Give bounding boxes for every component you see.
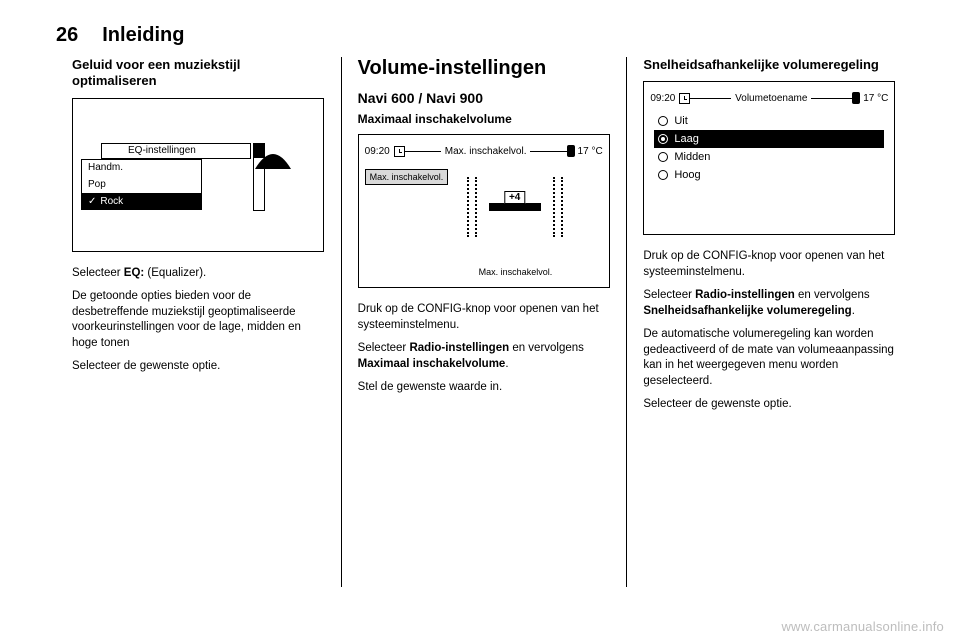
maxvol-figure: 09:20 Max. inschakelvol. 17 °C Max. insc… xyxy=(358,134,610,288)
eq-title-bar: EQ-instellingen xyxy=(101,143,251,159)
voltoename-figure: 09:20 Volumetoename 17 °C Uit Laag Midde… xyxy=(643,81,895,235)
maxvol-caption: Max. inschakelvol. xyxy=(479,267,553,277)
col3-p2: Selecteer Radio-instellingen en vervolge… xyxy=(643,288,896,319)
radio-icon xyxy=(658,170,668,180)
fig-title: Max. inschakelvol. xyxy=(445,146,527,157)
eq-item-label: Handm. xyxy=(88,162,123,173)
eq-curve-icon xyxy=(255,145,313,173)
list-item-selected: Laag xyxy=(654,130,884,148)
list-item-label: Uit xyxy=(674,115,687,127)
list-item-label: Midden xyxy=(674,151,710,163)
col1-subhead: Geluid voor een muziekstijl optimalisere… xyxy=(72,57,325,90)
col1-p2: De getoonde opties bieden voor de desbet… xyxy=(72,289,325,351)
column-2: Volume-instellingen Navi 600 / Navi 900 … xyxy=(341,57,627,587)
voltoename-list: Uit Laag Midden Hoog xyxy=(654,112,884,184)
page-header: 26 Inleiding xyxy=(56,24,912,47)
radio-icon xyxy=(658,134,668,144)
chapter-title: Inleiding xyxy=(102,24,184,47)
fig-title: Volumetoename xyxy=(735,93,807,104)
col1-p1: Selecteer EQ: (Equalizer). xyxy=(72,266,325,282)
col2-h3: Navi 600 / Navi 900 xyxy=(358,90,611,106)
fig-temp: 17 °C xyxy=(863,93,888,104)
eq-item: Pop xyxy=(81,176,202,193)
thermometer-icon xyxy=(852,92,860,104)
clock-icon xyxy=(394,146,405,157)
col3-p1: Druk op de CONFIG-knop voor openen van h… xyxy=(643,249,896,280)
col2-h4: Maximaal inschakelvolume xyxy=(358,112,611,126)
eq-figure: EQ-instellingen Handm. Pop ✓ Rock xyxy=(72,98,324,252)
column-3: Snelheidsafhankelijke volumeregeling 09:… xyxy=(626,57,912,587)
col2-p1: Druk op de CONFIG-knop voor openen van h… xyxy=(358,302,611,333)
fig-time: 09:20 xyxy=(365,146,390,157)
list-item: Midden xyxy=(654,148,884,166)
manual-page: 26 Inleiding Geluid voor een muziekstijl… xyxy=(0,0,960,642)
col3-p4: Selecteer de gewenste optie. xyxy=(643,397,896,413)
eq-item-selected: ✓ Rock xyxy=(81,193,202,210)
fig-time: 09:20 xyxy=(650,93,675,104)
page-number: 26 xyxy=(56,24,78,47)
list-item: Uit xyxy=(654,112,884,130)
col3-p3: De automatische volumeregeling kan worde… xyxy=(643,327,896,389)
col2-h2: Volume-instellingen xyxy=(358,57,611,80)
fig-topbar: 09:20 Volumetoename 17 °C xyxy=(650,88,888,108)
col2-p2: Selecteer Radio-instellingen en vervolge… xyxy=(358,341,611,372)
eq-title-text: EQ-instellingen xyxy=(102,145,196,156)
maxvol-tab: Max. inschakelvol. xyxy=(365,169,449,185)
check-icon: ✓ xyxy=(88,196,96,207)
maxvol-gauge: +4 xyxy=(467,177,563,249)
columns: Geluid voor een muziekstijl optimalisere… xyxy=(56,57,912,587)
list-item-label: Hoog xyxy=(674,169,700,181)
thermometer-icon xyxy=(567,145,575,157)
col2-p3: Stel de gewenste waarde in. xyxy=(358,380,611,396)
radio-icon xyxy=(658,116,668,126)
col3-subhead: Snelheidsafhankelijke volumeregeling xyxy=(643,57,896,73)
clock-icon xyxy=(679,93,690,104)
watermark: www.carmanualsonline.info xyxy=(781,619,944,634)
eq-item-label: Pop xyxy=(88,179,106,190)
eq-item-label: Rock xyxy=(100,196,123,207)
radio-icon xyxy=(658,152,668,162)
eq-item: Handm. xyxy=(81,159,202,176)
column-1: Geluid voor een muziekstijl optimalisere… xyxy=(56,57,341,587)
eq-list: Handm. Pop ✓ Rock xyxy=(81,159,202,210)
fig-temp: 17 °C xyxy=(578,146,603,157)
maxvol-value: +4 xyxy=(504,191,525,204)
fig-topbar: 09:20 Max. inschakelvol. 17 °C xyxy=(365,141,603,161)
list-item: Hoog xyxy=(654,166,884,184)
maxvol-bar xyxy=(489,203,541,211)
list-item-label: Laag xyxy=(674,133,698,145)
col1-p3: Selecteer de gewenste optie. xyxy=(72,359,325,375)
